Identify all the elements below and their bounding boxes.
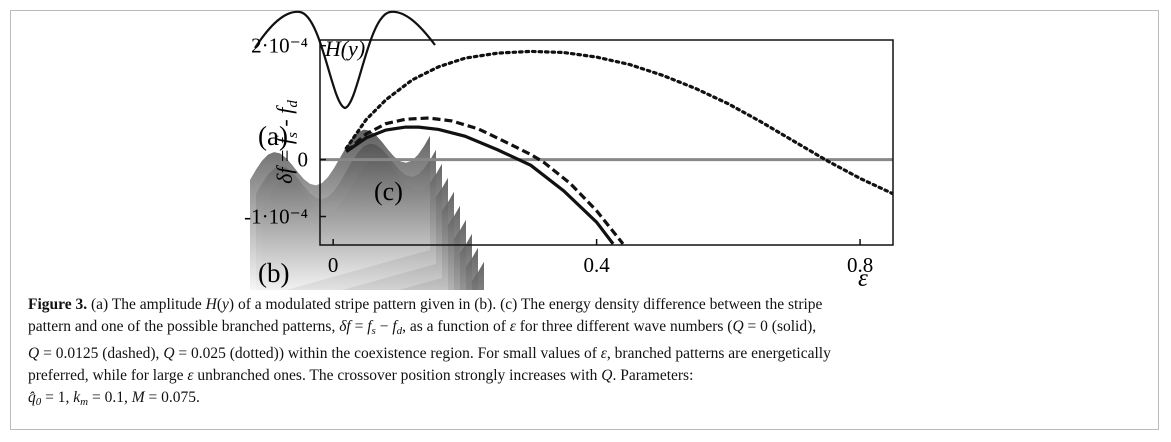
caption-text: . Parameters:: [612, 366, 694, 384]
caption: Figure 3. (a) The amplitude H(y) of a mo…: [28, 294, 1148, 413]
label-part: f: [272, 105, 297, 114]
caption-text: unbranched ones. The crossover position …: [193, 366, 602, 384]
caption-math: H: [205, 296, 217, 313]
data-line: [345, 125, 615, 245]
caption-sub: 0: [35, 396, 42, 409]
caption-text: = 0.1,: [88, 389, 132, 407]
caption-math: y: [222, 296, 229, 313]
amplitude-curve: [254, 10, 436, 110]
plot-frame: [319, 39, 894, 246]
label-part: δf: [272, 165, 297, 184]
caption-line: pattern and one of the possible branched…: [28, 316, 1148, 342]
caption-text: = 0.075.: [144, 389, 200, 407]
x-tick-label: 0: [328, 253, 339, 277]
caption-math: k: [73, 389, 81, 407]
y-tick-label: -1·10⁻⁴: [244, 205, 308, 229]
stripe-ribbon: [250, 129, 430, 290]
caption-math: Q: [732, 318, 744, 336]
caption-math: f: [367, 318, 372, 336]
caption-line: Q = 0.0125 (dashed), Q = 0.025 (dotted))…: [28, 343, 1148, 365]
figure: H(y) (a) (b) 0 0.4 0.8-1·10⁻⁴02·10⁻⁴(c)εδf …: [244, 10, 894, 290]
caption-text: (: [216, 296, 223, 313]
caption-text: , branched patterns are energetically: [606, 344, 831, 362]
caption-sub: s: [371, 325, 376, 338]
figure-frame: [10, 10, 1159, 430]
caption-line: preferred, while for large ε unbranched …: [28, 365, 1148, 387]
caption-text: pattern and one of the possible branched…: [28, 318, 340, 336]
caption-line: q̂0 = 1, km = 0.1, M = 0.075.: [28, 387, 1148, 413]
caption-math: Q: [163, 344, 175, 362]
caption-text: =: [350, 318, 368, 336]
y-tick-label: 2·10⁻⁴: [251, 34, 308, 58]
caption-text: = 0.025 (dotted)) within the coexistence…: [174, 344, 601, 362]
caption-text: = 1,: [41, 389, 74, 407]
panel-label: (c): [374, 177, 403, 206]
caption-math: δf: [339, 318, 351, 336]
caption-line: Figure 3. (a) The amplitude H(y) of a mo…: [28, 294, 1148, 316]
y-axis-label: δf = fs​ - fd​: [272, 100, 301, 184]
caption-math: ε: [509, 318, 516, 336]
panel-label: (a): [258, 121, 288, 151]
y-tick-label: 0: [298, 148, 309, 172]
data-line: [344, 49, 893, 196]
caption-math: M: [131, 389, 145, 407]
label-sub: s: [285, 132, 301, 138]
x-tick-label: 0.4: [583, 253, 610, 277]
x-tick-label: 0.8: [847, 253, 873, 277]
caption-math: ε: [600, 344, 607, 362]
caption-text: , as a function of: [402, 318, 510, 336]
x-axis-label: ε: [858, 265, 868, 290]
caption-sub: d: [396, 325, 403, 338]
caption-text: = 0.0125 (dashed),: [39, 344, 164, 362]
data-line: [345, 116, 625, 245]
caption-math: Q: [28, 344, 40, 362]
caption-text: ) of a modulated stripe pattern given in…: [228, 296, 823, 313]
label-part: -: [272, 114, 297, 132]
label-sub: d: [285, 100, 301, 108]
caption-math: q̂: [28, 389, 36, 407]
caption-text: for three different wave numbers (: [515, 318, 733, 336]
caption-math: ε: [187, 366, 194, 384]
caption-text: −: [375, 318, 393, 336]
label-part: =: [272, 144, 297, 167]
panel-label: (b): [258, 258, 289, 288]
caption-text: = 0 (solid),: [743, 318, 817, 336]
plot-area: [344, 49, 893, 245]
label-part: f: [272, 135, 297, 144]
caption-text: (a) The amplitude: [87, 296, 206, 313]
caption-label: Figure 3.: [28, 296, 88, 313]
caption-text: preferred, while for large: [28, 366, 188, 384]
caption-math: f: [392, 318, 397, 336]
stripe-pattern: [250, 129, 484, 290]
caption-math: Q: [601, 366, 613, 384]
caption-sub: m: [80, 396, 89, 409]
